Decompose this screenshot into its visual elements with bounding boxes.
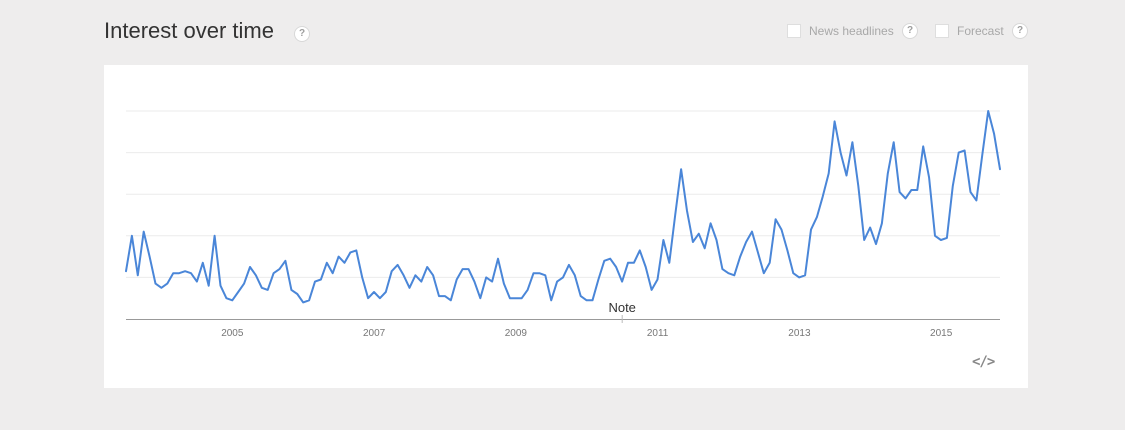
news-headlines-checkbox[interactable] — [787, 24, 801, 38]
x-tick-label: 2015 — [930, 328, 953, 339]
series-line — [125, 110, 1001, 304]
x-tick-label: 2005 — [221, 328, 244, 339]
x-tick-label: 2009 — [505, 328, 528, 339]
chart-card: 2005 2007 2009 2011 2013 2015 Note </> — [104, 65, 1028, 388]
forecast-help-icon[interactable]: ? — [1012, 23, 1028, 39]
embed-code-icon[interactable]: </> — [972, 354, 995, 370]
page-title: Interest over time — [104, 18, 274, 43]
news-headlines-label[interactable]: News headlines — [809, 24, 894, 38]
forecast-checkbox[interactable] — [935, 24, 949, 38]
news-headlines-help-icon[interactable]: ? — [902, 23, 918, 39]
x-tick-label: 2013 — [788, 328, 811, 339]
interest-line-chart: 2005 2007 2009 2011 2013 2015 Note — [125, 110, 1001, 339]
x-tick-label: 2011 — [647, 328, 669, 339]
x-tick-label: 2007 — [363, 328, 386, 339]
title-help-icon[interactable]: ? — [294, 26, 310, 42]
forecast-label[interactable]: Forecast — [957, 24, 1004, 38]
note-annotation: Note — [608, 300, 635, 315]
